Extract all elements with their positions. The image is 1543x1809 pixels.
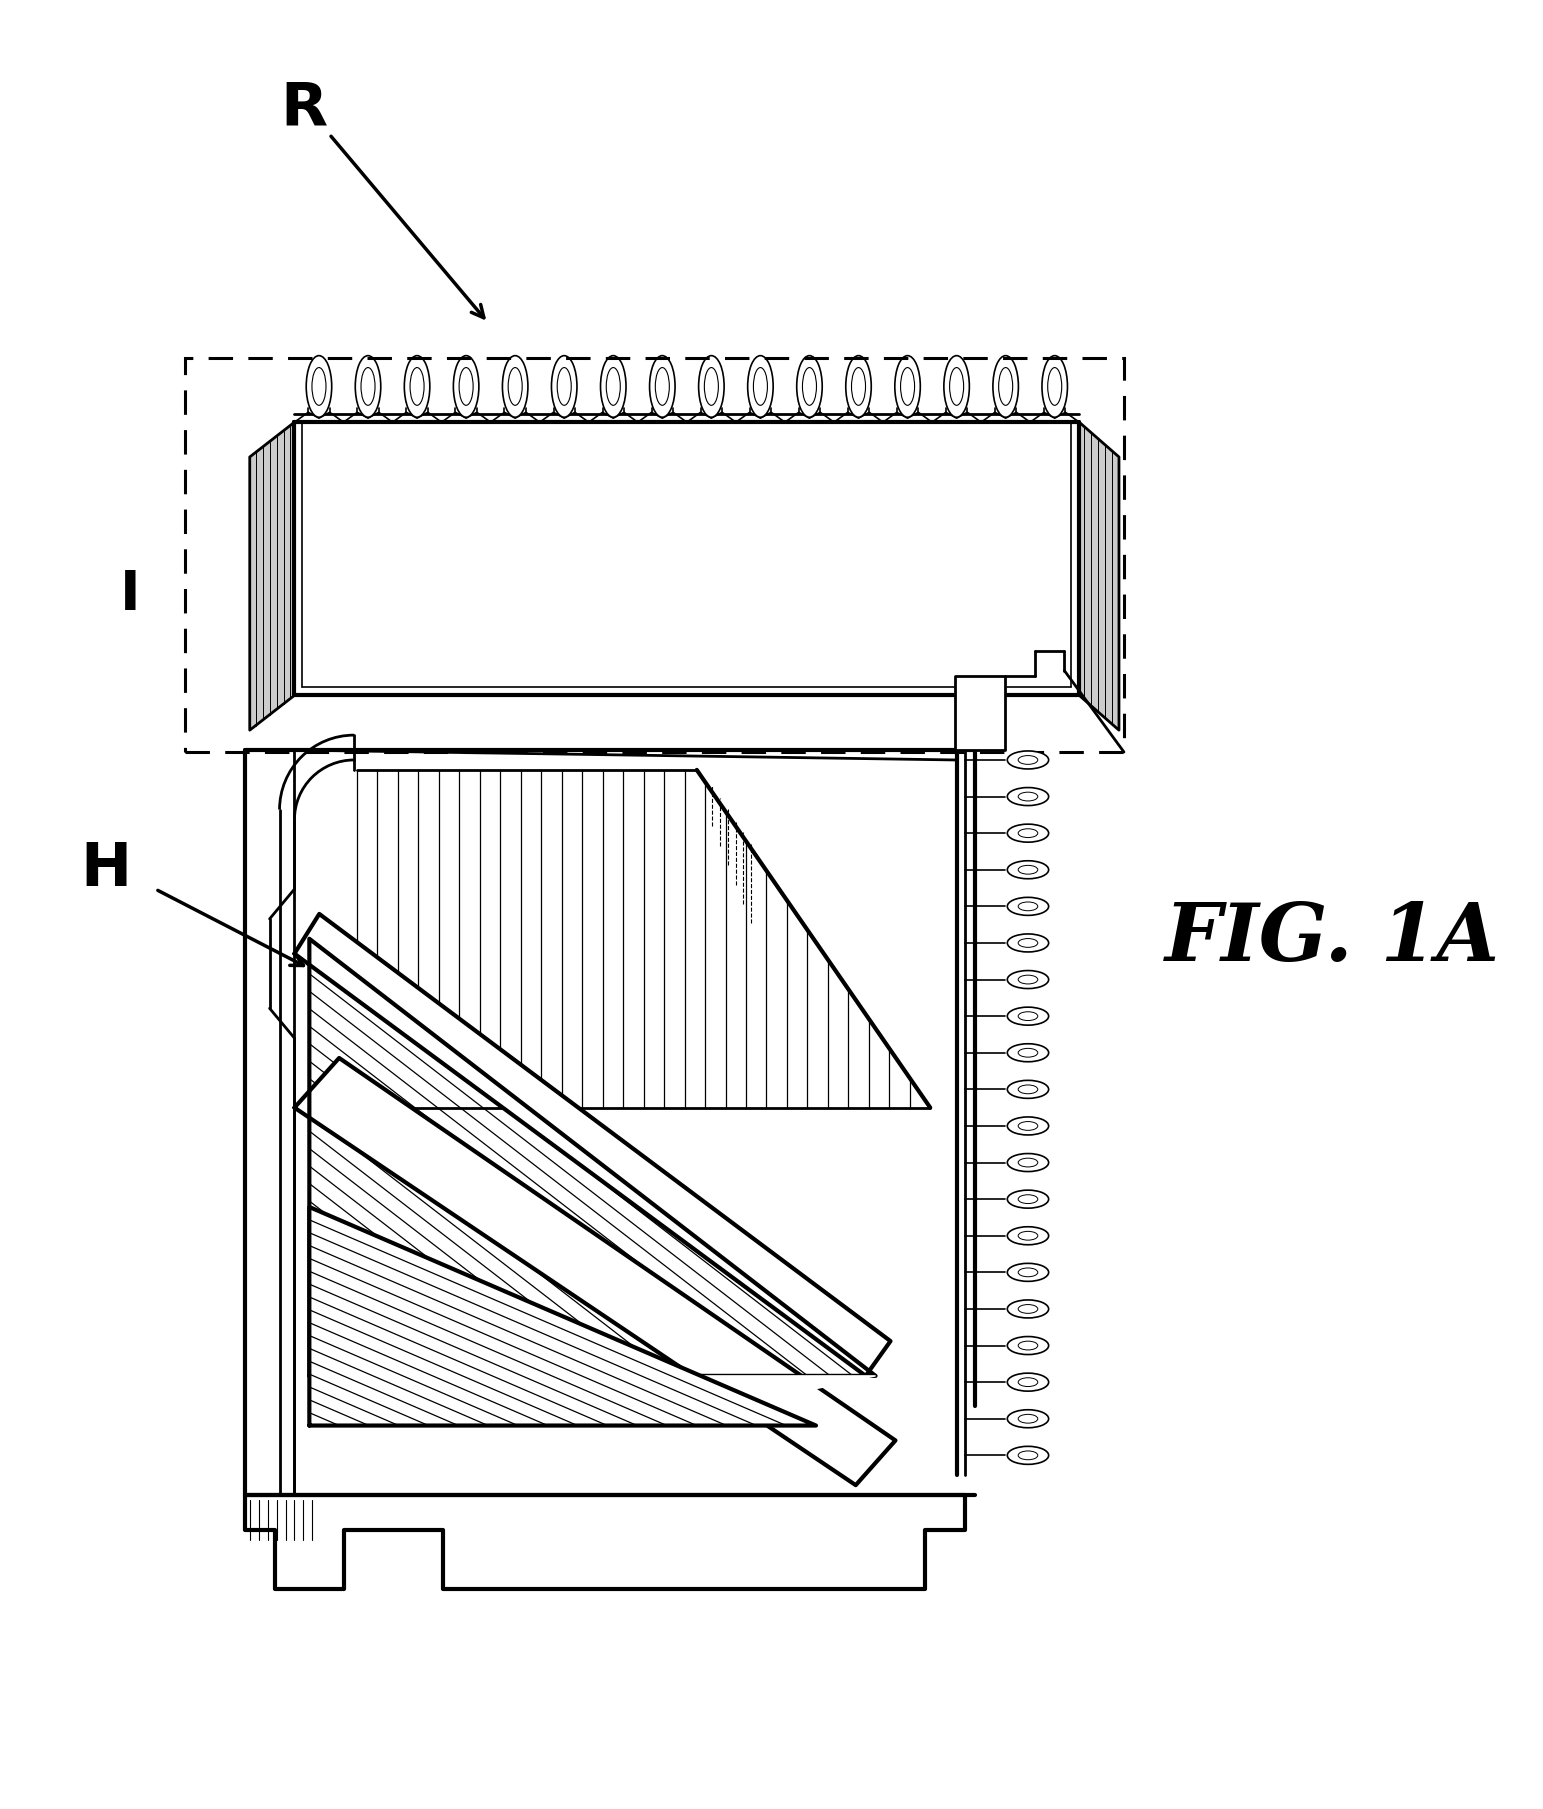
Ellipse shape [410,367,424,405]
Ellipse shape [1008,1008,1049,1026]
Ellipse shape [1008,825,1049,843]
Ellipse shape [1008,1044,1049,1062]
Ellipse shape [1008,1301,1049,1319]
Ellipse shape [1008,1263,1049,1281]
Ellipse shape [508,367,522,405]
Ellipse shape [1008,787,1049,805]
Ellipse shape [306,356,332,418]
Ellipse shape [1008,1447,1049,1463]
Ellipse shape [1008,933,1049,952]
Ellipse shape [748,356,773,418]
Ellipse shape [1018,1340,1038,1350]
Ellipse shape [1008,971,1049,988]
Polygon shape [295,1058,895,1485]
Polygon shape [1079,421,1119,731]
Bar [185,358,1123,753]
Text: H: H [80,839,131,899]
Ellipse shape [1018,1011,1038,1020]
Ellipse shape [1018,829,1038,838]
Polygon shape [245,1494,964,1590]
Ellipse shape [1018,1378,1038,1386]
Text: FIG. 1A: FIG. 1A [1165,901,1500,977]
Ellipse shape [355,356,381,418]
Ellipse shape [600,356,626,418]
Ellipse shape [1018,1415,1038,1424]
Polygon shape [309,1207,816,1425]
Ellipse shape [551,356,577,418]
Ellipse shape [557,367,571,405]
Ellipse shape [361,367,375,405]
Ellipse shape [949,367,964,405]
Polygon shape [250,421,295,731]
Polygon shape [299,939,890,1416]
Ellipse shape [895,356,920,418]
Ellipse shape [1018,1232,1038,1241]
Polygon shape [955,675,1004,751]
Ellipse shape [753,367,767,405]
Ellipse shape [796,356,822,418]
Ellipse shape [1018,975,1038,984]
Ellipse shape [852,367,866,405]
Ellipse shape [1018,1268,1038,1277]
Ellipse shape [1008,1080,1049,1098]
Ellipse shape [1018,1158,1038,1167]
Ellipse shape [992,356,1018,418]
Ellipse shape [1018,1451,1038,1460]
Ellipse shape [802,367,816,405]
Ellipse shape [454,356,478,418]
Ellipse shape [650,356,676,418]
Ellipse shape [1048,367,1062,405]
Ellipse shape [1018,939,1038,948]
Ellipse shape [846,356,872,418]
Ellipse shape [1018,865,1038,874]
Polygon shape [295,421,1079,695]
Ellipse shape [1018,1304,1038,1313]
Polygon shape [309,939,875,1377]
Ellipse shape [901,367,915,405]
Ellipse shape [1008,1154,1049,1172]
Ellipse shape [998,367,1012,405]
Ellipse shape [1008,751,1049,769]
Polygon shape [295,914,890,1377]
Text: R: R [281,80,329,139]
Ellipse shape [704,367,719,405]
Ellipse shape [1008,1373,1049,1391]
Ellipse shape [606,367,620,405]
Ellipse shape [1042,356,1068,418]
Ellipse shape [1018,1122,1038,1131]
Ellipse shape [699,356,724,418]
Text: I: I [120,568,140,622]
Ellipse shape [503,356,528,418]
Ellipse shape [460,367,474,405]
Ellipse shape [1008,1190,1049,1208]
Ellipse shape [404,356,430,418]
Ellipse shape [1008,897,1049,915]
Ellipse shape [1018,903,1038,910]
Ellipse shape [1018,1049,1038,1056]
Ellipse shape [656,367,670,405]
Ellipse shape [1018,1085,1038,1094]
Ellipse shape [1018,756,1038,765]
Polygon shape [309,1377,875,1436]
Ellipse shape [1018,792,1038,801]
Ellipse shape [1008,1116,1049,1134]
Ellipse shape [1008,1337,1049,1355]
Ellipse shape [1008,1409,1049,1427]
Ellipse shape [312,367,326,405]
Ellipse shape [1018,1194,1038,1203]
Ellipse shape [944,356,969,418]
Polygon shape [356,771,930,1107]
Ellipse shape [1008,861,1049,879]
Ellipse shape [1008,1227,1049,1245]
